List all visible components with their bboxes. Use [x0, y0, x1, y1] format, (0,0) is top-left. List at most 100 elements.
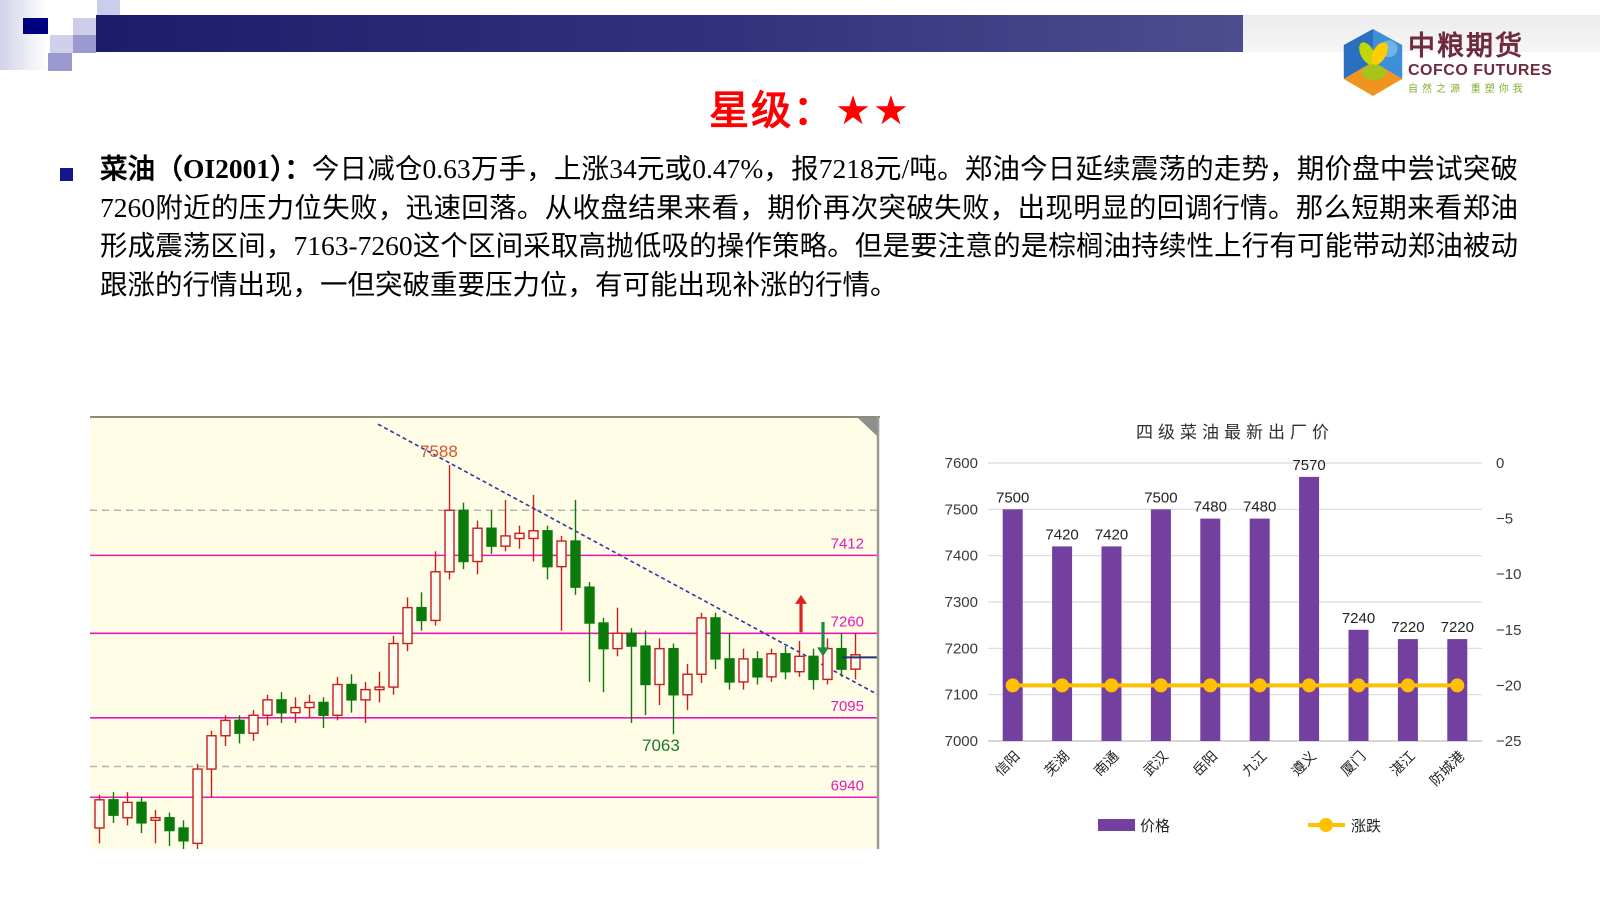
- cofco-logo: 中粮期货 COFCO FUTURES 自然之源 重塑你我: [1340, 22, 1590, 104]
- price-label: 7063: [642, 736, 680, 755]
- candlestick-chart: 7588 7063 7412 7260 7095 6940: [90, 416, 880, 857]
- bullet-icon: [60, 168, 73, 181]
- line-marker: [1400, 678, 1415, 693]
- candle-body: [780, 653, 791, 673]
- bar-chart-title: 四级菜油最新出厂价: [1136, 423, 1334, 442]
- category-label: 岳阳: [1190, 749, 1221, 780]
- candle-body: [724, 658, 735, 683]
- candle-body: [766, 653, 777, 678]
- header-title-bar: [96, 15, 1243, 52]
- legend-bar-swatch: [1098, 819, 1135, 831]
- line-marker: [1153, 678, 1168, 693]
- candle-body: [150, 817, 161, 822]
- left-axis-tick: 7500: [945, 501, 978, 518]
- candle-body: [654, 647, 665, 686]
- category-label: 厦门: [1338, 749, 1369, 780]
- candle-body: [248, 714, 259, 734]
- bar-value-label: 7240: [1342, 610, 1375, 627]
- page-title: 星级：★★: [709, 89, 911, 133]
- candle-body: [374, 686, 385, 691]
- legend-line-label: 涨跌: [1351, 818, 1381, 835]
- category-label: 九江: [1239, 749, 1270, 780]
- candle-body: [262, 699, 273, 716]
- line-marker: [1055, 678, 1070, 693]
- candle-body: [276, 699, 287, 714]
- candle-body: [836, 647, 847, 670]
- candle-body: [416, 606, 427, 622]
- bar-value-label: 7220: [1391, 619, 1424, 636]
- bar: [1002, 509, 1023, 741]
- bar-value-label: 7480: [1243, 499, 1276, 516]
- category-label: 芜湖: [1041, 748, 1073, 780]
- corner-fold-icon: [858, 418, 877, 436]
- commentary-body: 今日减仓0.63万手，上涨34元或0.47%，报7218元/吨。郑油今日延续震荡…: [100, 153, 1519, 300]
- cofco-cube-icon: [1343, 29, 1403, 96]
- ornament-square: [48, 53, 72, 71]
- line-marker: [1005, 678, 1020, 693]
- candle-body: [430, 571, 441, 622]
- candle-body: [542, 530, 553, 568]
- candle-body: [514, 532, 525, 540]
- left-axis-tick: 7300: [945, 594, 978, 611]
- left-axis-tick: 7100: [945, 687, 978, 704]
- ornament-square: [73, 35, 96, 53]
- candle-body: [500, 535, 511, 547]
- candle-body: [192, 768, 203, 845]
- candle-body: [458, 509, 469, 563]
- candlestick-svg: 7588 7063 7412 7260 7095 6940: [90, 416, 880, 857]
- right-axis-tick: −25: [1496, 733, 1521, 750]
- category-label: 信阳: [992, 749, 1023, 780]
- candle-body: [318, 701, 329, 716]
- bar: [1249, 518, 1270, 741]
- bar-chart-svg: 四级菜油最新出厂价 7000 7100 7200 7300 7400 7500 7600 0 −5…: [945, 423, 1522, 835]
- bar-value-label: 7500: [996, 489, 1029, 506]
- bar: [1101, 546, 1122, 741]
- commentary-lead: 菜油（OI2001）：: [100, 153, 312, 184]
- trendline: [377, 423, 880, 696]
- candle-body: [668, 647, 679, 696]
- right-axis-tick: −20: [1496, 677, 1521, 694]
- price-bar-chart: 四级菜油最新出厂价 7000 7100 7200 7300 7400 7500 7600 0 −5…: [925, 408, 1573, 858]
- logo-band: [1243, 15, 1600, 52]
- candles: [94, 465, 861, 857]
- price-label: 7260: [831, 614, 864, 631]
- candle-body: [570, 540, 581, 588]
- commentary-text: 菜油（OI2001）：今日减仓0.63万手，上涨34元或0.47%，报7218元…: [100, 150, 1518, 304]
- price-label: 7588: [420, 442, 458, 461]
- category-label: 武汉: [1141, 749, 1172, 780]
- candle-body: [346, 683, 357, 701]
- right-axis-tick: 0: [1496, 455, 1504, 472]
- category-label: 南通: [1091, 749, 1122, 780]
- bar-value-label: 7500: [1144, 489, 1177, 506]
- candle-body: [164, 817, 175, 832]
- candle-body: [360, 688, 371, 701]
- ornament-square: [23, 18, 48, 34]
- candle-body: [472, 527, 483, 563]
- line-marker: [1351, 678, 1366, 693]
- category-label: 防城港: [1427, 749, 1468, 790]
- candle-body: [696, 617, 707, 675]
- candle-body: [332, 683, 343, 716]
- legend-bar-label: 价格: [1140, 818, 1170, 835]
- left-axis-tick: 7400: [945, 548, 978, 565]
- candle-body: [528, 530, 539, 540]
- left-axis-tick: 7200: [945, 640, 978, 657]
- bar: [1150, 509, 1171, 741]
- price-label: 7412: [831, 536, 864, 553]
- candle-body: [122, 801, 133, 819]
- candle-body: [626, 632, 637, 647]
- bar-value-label: 7420: [1045, 526, 1078, 543]
- bar-value-label: 7570: [1292, 457, 1325, 474]
- line-marker: [1252, 678, 1267, 693]
- left-axis-tick: 7000: [945, 733, 978, 750]
- logo-tagline: 自然之源 重塑你我: [1408, 84, 1527, 95]
- up-arrowhead-icon: [795, 594, 807, 604]
- candle-body: [304, 701, 315, 709]
- candle-body: [584, 586, 595, 624]
- candle-body: [94, 799, 105, 829]
- line-marker: [1302, 678, 1317, 693]
- candle-body: [556, 540, 567, 568]
- ornament-square: [50, 35, 73, 53]
- bar: [1052, 546, 1073, 741]
